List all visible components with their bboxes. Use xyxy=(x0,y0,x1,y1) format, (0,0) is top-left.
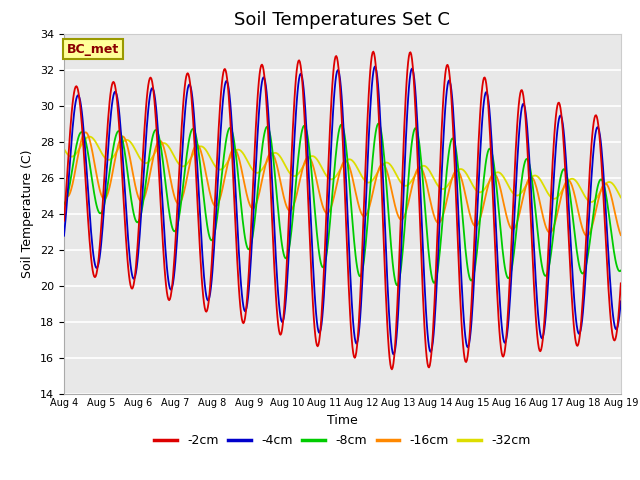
-2cm xyxy=(445,64,452,70)
-32cm xyxy=(183,161,191,167)
Text: BC_met: BC_met xyxy=(67,43,119,56)
-32cm xyxy=(60,146,68,152)
-8cm xyxy=(389,260,397,266)
-4cm xyxy=(182,96,190,102)
-16cm xyxy=(335,174,342,180)
-8cm xyxy=(206,236,214,241)
-32cm xyxy=(335,169,342,175)
Line: -16cm: -16cm xyxy=(64,132,621,236)
-32cm xyxy=(389,165,397,171)
-16cm xyxy=(566,180,574,185)
-2cm xyxy=(182,74,190,80)
-16cm xyxy=(444,194,451,200)
Title: Soil Temperatures Set C: Soil Temperatures Set C xyxy=(234,11,451,29)
Line: -8cm: -8cm xyxy=(64,123,621,285)
-4cm xyxy=(60,233,68,239)
-2cm xyxy=(206,283,214,289)
-8cm xyxy=(334,135,342,141)
X-axis label: Time: Time xyxy=(327,414,358,427)
-2cm xyxy=(60,218,68,224)
-4cm xyxy=(206,290,214,296)
-8cm xyxy=(568,202,575,208)
-8cm xyxy=(182,156,190,162)
-32cm xyxy=(588,199,595,205)
-4cm xyxy=(445,79,452,84)
-32cm xyxy=(566,176,574,182)
-32cm xyxy=(617,194,625,200)
-2cm xyxy=(334,59,342,65)
-16cm xyxy=(60,189,68,195)
-4cm xyxy=(390,351,397,357)
-16cm xyxy=(389,192,397,198)
Line: -32cm: -32cm xyxy=(64,137,621,202)
-32cm xyxy=(86,134,93,140)
-4cm xyxy=(617,299,625,304)
-8cm xyxy=(445,154,452,159)
-16cm xyxy=(583,233,591,239)
Y-axis label: Soil Temperature (C): Soil Temperature (C) xyxy=(22,149,35,278)
Line: -4cm: -4cm xyxy=(64,66,621,354)
-2cm xyxy=(617,280,625,286)
-32cm xyxy=(444,183,451,189)
-16cm xyxy=(207,194,215,200)
-4cm xyxy=(568,251,575,256)
-2cm xyxy=(369,49,377,55)
-2cm xyxy=(568,287,575,292)
Legend: -2cm, -4cm, -8cm, -16cm, -32cm: -2cm, -4cm, -8cm, -16cm, -32cm xyxy=(150,429,535,452)
-32cm xyxy=(207,156,215,162)
-16cm xyxy=(183,175,191,181)
-2cm xyxy=(390,360,397,366)
-16cm xyxy=(617,232,625,238)
-16cm xyxy=(82,130,90,135)
-4cm xyxy=(389,350,397,356)
-8cm xyxy=(617,268,625,274)
-8cm xyxy=(394,282,401,288)
-8cm xyxy=(375,120,383,126)
-8cm xyxy=(60,201,68,207)
Line: -2cm: -2cm xyxy=(64,52,621,369)
-4cm xyxy=(334,67,342,73)
-2cm xyxy=(388,366,396,372)
-4cm xyxy=(371,63,379,69)
